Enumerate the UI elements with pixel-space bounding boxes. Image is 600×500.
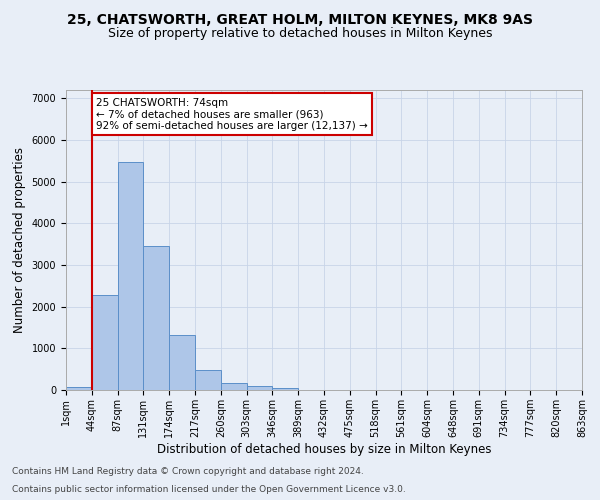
Bar [118, 162, 143, 390]
Bar [66, 387, 92, 390]
Bar [143, 246, 169, 390]
Bar [272, 388, 298, 390]
Text: Contains public sector information licensed under the Open Government Licence v3: Contains public sector information licen… [12, 485, 406, 494]
X-axis label: Distribution of detached houses by size in Milton Keynes: Distribution of detached houses by size … [157, 442, 491, 456]
Text: Size of property relative to detached houses in Milton Keynes: Size of property relative to detached ho… [108, 28, 492, 40]
Bar [247, 386, 272, 390]
Text: Contains HM Land Registry data © Crown copyright and database right 2024.: Contains HM Land Registry data © Crown c… [12, 467, 364, 476]
Bar [221, 383, 247, 390]
Bar [92, 295, 118, 390]
Bar [195, 370, 221, 390]
Bar [169, 335, 195, 390]
Text: 25, CHATSWORTH, GREAT HOLM, MILTON KEYNES, MK8 9AS: 25, CHATSWORTH, GREAT HOLM, MILTON KEYNE… [67, 12, 533, 26]
Text: 25 CHATSWORTH: 74sqm
← 7% of detached houses are smaller (963)
92% of semi-detac: 25 CHATSWORTH: 74sqm ← 7% of detached ho… [95, 98, 367, 130]
Y-axis label: Number of detached properties: Number of detached properties [13, 147, 26, 333]
